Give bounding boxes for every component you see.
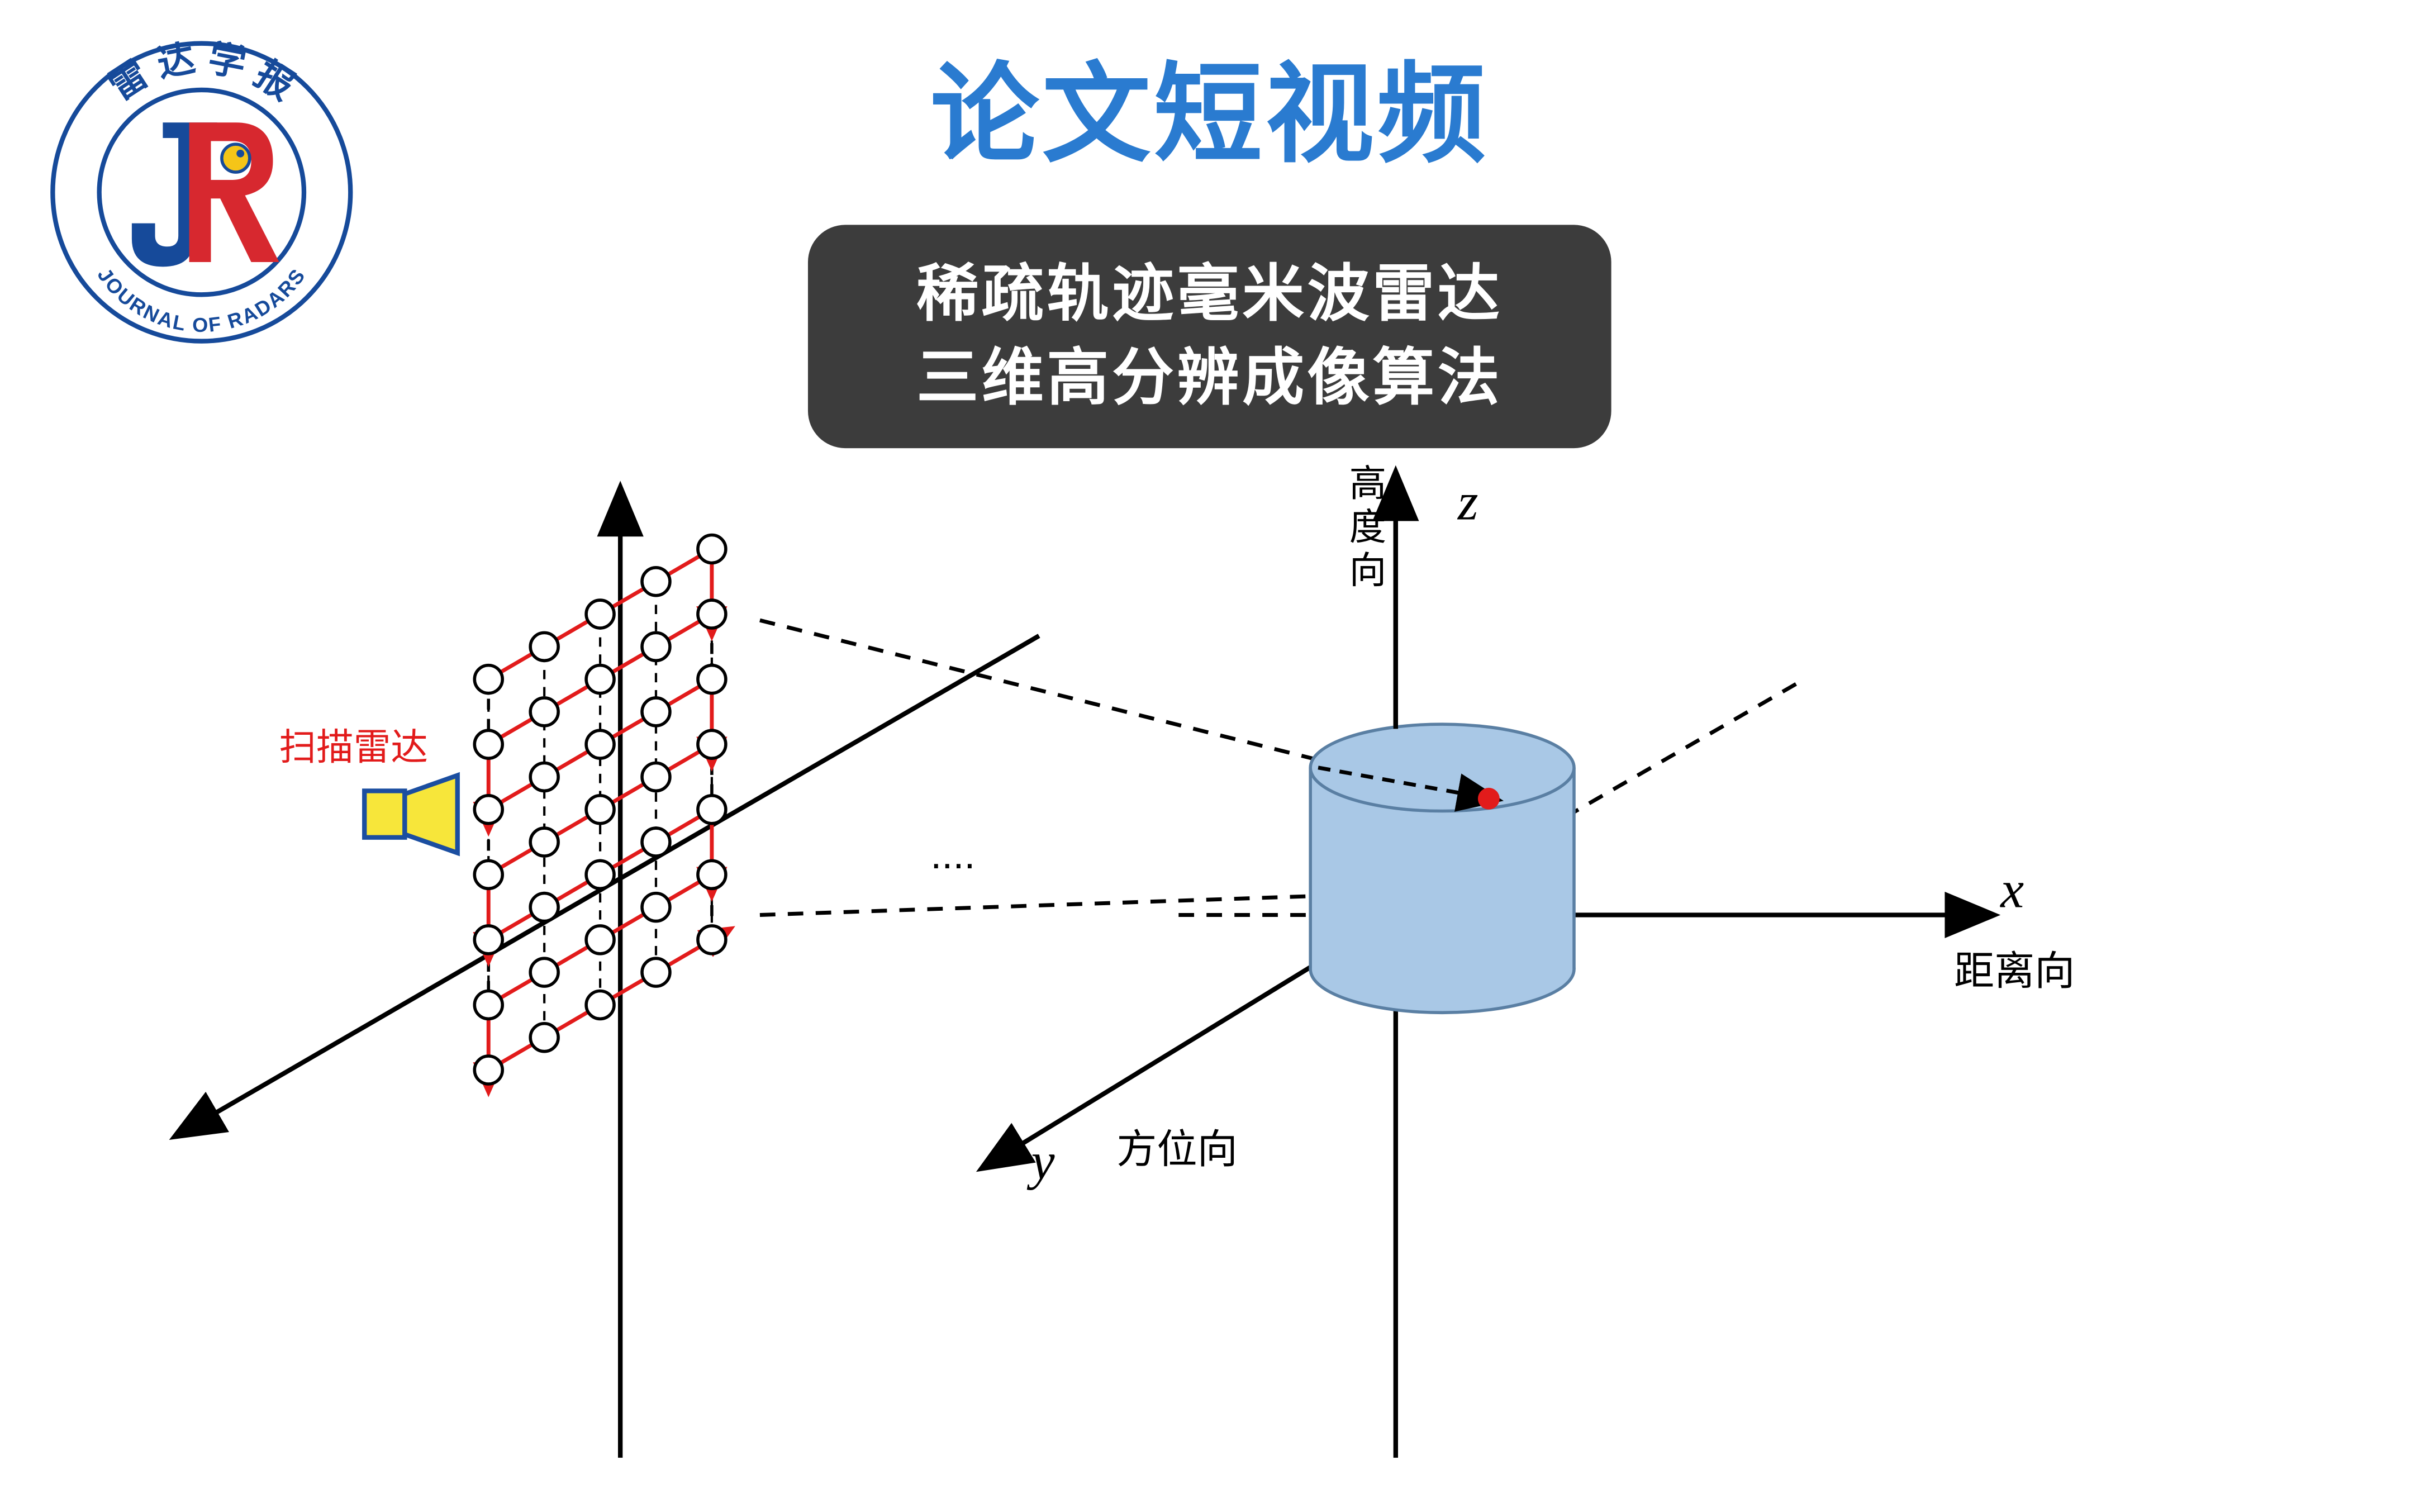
array-element <box>530 1024 558 1052</box>
array-element <box>474 730 502 758</box>
target-point <box>1478 788 1500 810</box>
subtitle-box: 稀疏轨迹毫米波雷达 三维高分辨成像算法 <box>808 225 1611 448</box>
array-element <box>698 926 726 954</box>
main-title: 论文短视频 <box>0 28 2419 184</box>
subtitle-line1: 稀疏轨迹毫米波雷达 <box>916 253 1503 336</box>
array-element <box>586 600 614 628</box>
left-oblique-axis <box>210 636 1039 1116</box>
continuation-dots: .... <box>930 833 975 877</box>
array-element <box>474 860 502 888</box>
x-axis-cn: 距离向 <box>1954 949 2075 993</box>
array-element <box>586 665 614 693</box>
array-element <box>586 991 614 1019</box>
array-element <box>698 730 726 758</box>
z-axis-cn-3: 向 <box>1349 550 1387 592</box>
array-element <box>698 535 726 563</box>
array-element <box>474 1056 502 1084</box>
array-element <box>642 958 670 986</box>
scan-array-grid <box>474 535 726 1084</box>
radar-icon <box>364 776 458 853</box>
radar-label: 扫描雷达 <box>279 727 428 768</box>
array-element <box>642 698 670 726</box>
subtitle-line2: 三维高分辨成像算法 <box>916 336 1503 420</box>
z-axis-var: z <box>1457 473 1478 531</box>
array-element <box>530 633 558 660</box>
array-element <box>530 893 558 921</box>
array-element <box>586 860 614 888</box>
array-element <box>642 568 670 596</box>
array-element <box>474 796 502 824</box>
array-element <box>642 763 670 791</box>
array-element <box>586 796 614 824</box>
array-element <box>698 665 726 693</box>
target-cylinder <box>1310 724 1574 1012</box>
array-element <box>586 730 614 758</box>
array-element <box>642 633 670 660</box>
array-element <box>530 698 558 726</box>
x-axis-var: x <box>1999 861 2024 919</box>
array-element <box>698 796 726 824</box>
array-element <box>642 893 670 921</box>
radar-imaging-diagram: .... 扫描雷达 z 高 度 向 x 距离向 y 方位向 <box>93 434 2327 1489</box>
array-element <box>474 991 502 1019</box>
array-element <box>698 600 726 628</box>
array-element <box>586 926 614 954</box>
y-axis-var: y <box>1027 1132 1055 1190</box>
z-axis-cn-1: 高 <box>1349 463 1387 505</box>
array-element <box>530 763 558 791</box>
z-axis-cn-2: 度 <box>1349 507 1387 548</box>
array-element <box>698 860 726 888</box>
array-element <box>530 828 558 856</box>
array-element <box>474 665 502 693</box>
array-element <box>530 958 558 986</box>
y-axis-cn: 方位向 <box>1116 1128 1237 1172</box>
array-element <box>474 926 502 954</box>
array-element <box>642 828 670 856</box>
